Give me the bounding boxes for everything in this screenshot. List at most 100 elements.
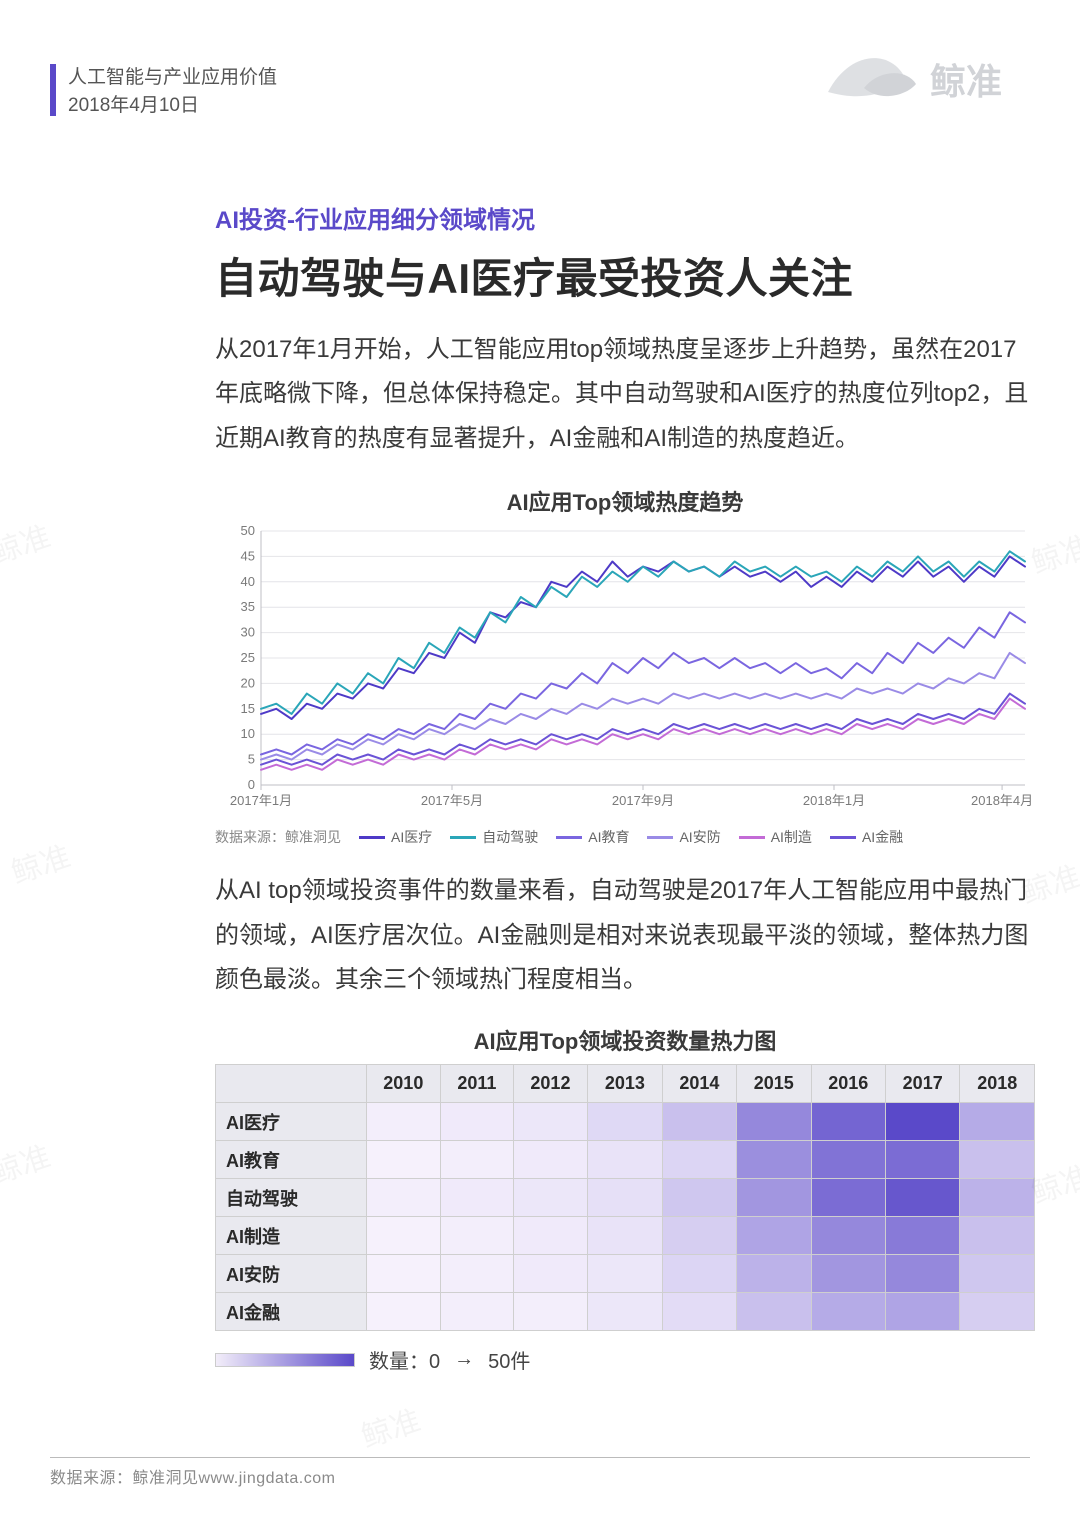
heatmap-cell: [588, 1217, 662, 1255]
heatmap-cell: [737, 1293, 811, 1331]
heatmap-cell: [366, 1103, 440, 1141]
section-subtitle: AI投资-行业应用细分领域情况: [215, 200, 1035, 235]
heatmap-col-header: 2018: [960, 1065, 1035, 1103]
heatmap-cell: [366, 1141, 440, 1179]
svg-text:30: 30: [241, 625, 255, 640]
heatmap-cell: [513, 1255, 587, 1293]
heatmap-cell: [662, 1217, 736, 1255]
heatmap-row-header: AI教育: [216, 1141, 367, 1179]
watermark: 鲸准: [0, 512, 55, 572]
line-chart-title: AI应用Top领域热度趋势: [215, 485, 1035, 517]
heatmap-cell: [811, 1179, 885, 1217]
report-page: { "header": { "title": "人工智能与产业应用价值", "d…: [0, 0, 1080, 1528]
svg-text:40: 40: [241, 574, 255, 589]
heatmap-cell: [960, 1141, 1035, 1179]
header-title: 人工智能与产业应用价值: [68, 62, 277, 89]
heatmap-col-header: 2012: [513, 1065, 587, 1103]
heatmap-title: AI应用Top领域投资数量热力图: [215, 1024, 1035, 1056]
heatmap-scale: 数量：0 → 50件: [215, 1345, 1035, 1374]
heatmap-cell: [737, 1179, 811, 1217]
heatmap-cell: [811, 1103, 885, 1141]
svg-text:5: 5: [248, 752, 255, 767]
heatmap-col-header: 2016: [811, 1065, 885, 1103]
line-chart-legend: 数据来源：鲸准洞见 AI医疗自动驾驶 AI教育 AI安防 AI制造 AI金融: [215, 827, 1035, 847]
legend-item: 自动驾驶: [450, 827, 538, 847]
heatmap-cell: [960, 1255, 1035, 1293]
heatmap-col-header: 2010: [366, 1065, 440, 1103]
heatmap-cell: [441, 1255, 514, 1293]
heatmap-cell: [885, 1217, 959, 1255]
heatmap-cell: [811, 1141, 885, 1179]
svg-text:35: 35: [241, 599, 255, 614]
line-chart-source: 数据来源：鲸准洞见: [215, 827, 341, 847]
legend-item: AI制造: [739, 827, 812, 847]
heatmap-cell: [885, 1141, 959, 1179]
heatmap-cell: [885, 1103, 959, 1141]
content: AI投资-行业应用细分领域情况 自动驾驶与AI医疗最受投资人关注 从2017年1…: [215, 200, 1035, 1374]
heatmap-row-header: AI金融: [216, 1293, 367, 1331]
footer-source: 数据来源：鲸准洞见www.jingdata.com: [50, 1464, 335, 1488]
svg-text:20: 20: [241, 676, 255, 691]
heatmap-row-header: AI安防: [216, 1255, 367, 1293]
heatmap-cell: [513, 1103, 587, 1141]
heatmap-cell: [960, 1103, 1035, 1141]
header-date: 2018年4月10日: [68, 90, 199, 117]
heatmap-cell: [737, 1141, 811, 1179]
heatmap-col-header: 2011: [441, 1065, 514, 1103]
heatmap: 201020112012201320142015201620172018 AI医疗…: [215, 1064, 1035, 1331]
heatmap-cell: [513, 1141, 587, 1179]
page-header: 人工智能与产业应用价值 2018年4月10日 鲸准: [50, 60, 1030, 130]
heatmap-row-header: AI医疗: [216, 1103, 367, 1141]
legend-item: AI医疗: [359, 827, 432, 847]
heatmap-cell: [960, 1293, 1035, 1331]
heatmap-row-header: 自动驾驶: [216, 1179, 367, 1217]
heatmap-cell: [662, 1141, 736, 1179]
heatmap-cell: [885, 1179, 959, 1217]
heatmap-cell: [811, 1255, 885, 1293]
section-headline: 自动驾驶与AI医疗最受投资人关注: [215, 245, 1035, 306]
svg-text:2017年9月: 2017年9月: [612, 793, 674, 808]
footer-divider: [50, 1457, 1030, 1458]
heatmap-col-header: 2013: [588, 1065, 662, 1103]
heatmap-cell: [366, 1255, 440, 1293]
heatmap-cell: [662, 1179, 736, 1217]
legend-item: AI安防: [647, 827, 720, 847]
paragraph-2: 从AI top领域投资事件的数量来看，自动驾驶是2017年人工智能应用中最热门的…: [215, 869, 1035, 1002]
watermark: 鲸准: [355, 1396, 426, 1456]
heatmap-cell: [588, 1103, 662, 1141]
svg-text:2018年4月: 2018年4月: [971, 793, 1033, 808]
svg-text:2017年1月: 2017年1月: [230, 793, 292, 808]
svg-text:10: 10: [241, 726, 255, 741]
heatmap-row-header: AI制造: [216, 1217, 367, 1255]
heatmap-cell: [366, 1293, 440, 1331]
heatmap-cell: [588, 1255, 662, 1293]
heatmap-cell: [811, 1217, 885, 1255]
heatmap-scale-min: 数量：0: [369, 1345, 440, 1374]
heatmap-cell: [960, 1217, 1035, 1255]
heatmap-scale-bar: [215, 1353, 355, 1367]
legend-item: AI教育: [556, 827, 629, 847]
heatmap-col-header: 2014: [662, 1065, 736, 1103]
header-accent-bar: [50, 64, 56, 116]
heatmap-col-header: 2017: [885, 1065, 959, 1103]
heatmap-cell: [588, 1141, 662, 1179]
heatmap-cell: [441, 1141, 514, 1179]
heatmap-cell: [441, 1103, 514, 1141]
heatmap-cell: [811, 1293, 885, 1331]
heatmap-cell: [441, 1217, 514, 1255]
heatmap-cell: [960, 1179, 1035, 1217]
svg-text:0: 0: [248, 777, 255, 792]
svg-text:15: 15: [241, 701, 255, 716]
brand-text: 鲸准: [930, 61, 1002, 102]
paragraph-1: 从2017年1月开始，人工智能应用top领域热度呈逐步上升趋势，虽然在2017年…: [215, 328, 1035, 461]
heatmap-cell: [737, 1103, 811, 1141]
heatmap-scale-arrow: →: [454, 1348, 474, 1371]
heatmap-col-header: 2015: [737, 1065, 811, 1103]
brand-logo: 鲸准: [820, 40, 1030, 120]
heatmap-cell: [885, 1293, 959, 1331]
heatmap-cell: [513, 1179, 587, 1217]
svg-text:2017年5月: 2017年5月: [421, 793, 483, 808]
svg-text:45: 45: [241, 549, 255, 564]
heatmap-cell: [441, 1293, 514, 1331]
legend-item: AI金融: [830, 827, 903, 847]
